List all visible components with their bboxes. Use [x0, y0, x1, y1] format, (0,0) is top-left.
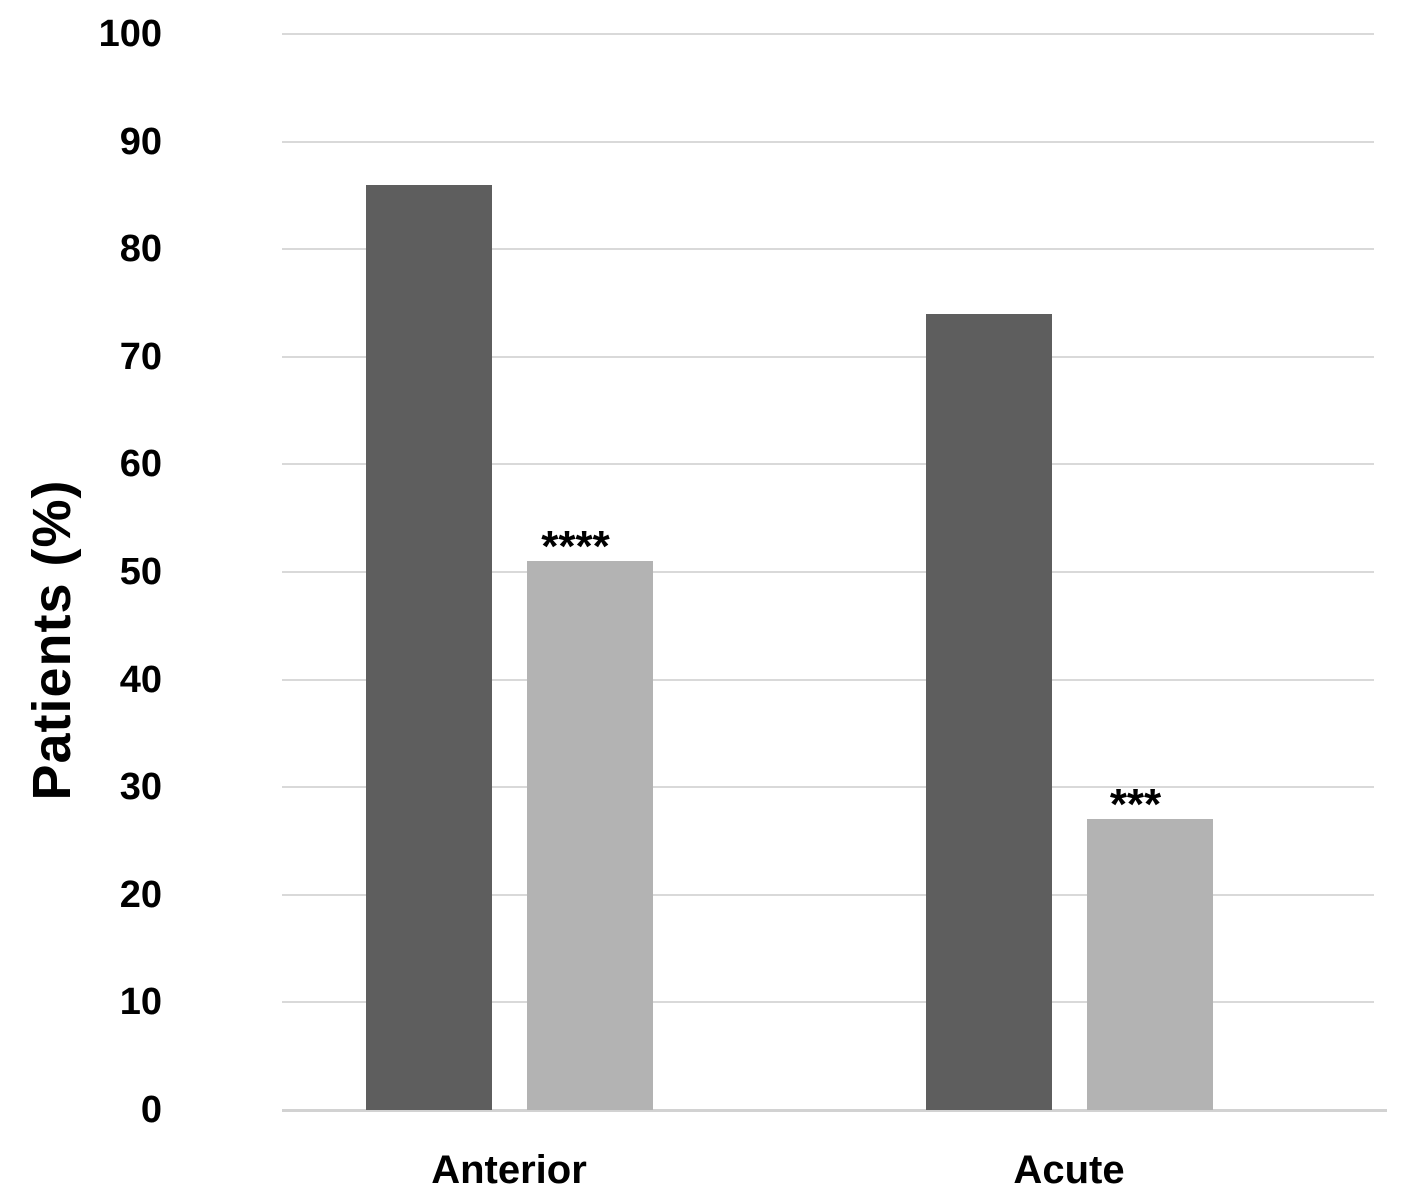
y-tick-label-60: 60 [119, 443, 162, 486]
gridline-90 [282, 140, 1374, 143]
bar-anterior-light-gray-series [526, 561, 653, 1110]
plot-area: **** *** [282, 0, 1387, 1112]
y-tick-label-100: 100 [98, 13, 162, 55]
bar-acute-light-gray-series [1086, 819, 1213, 1110]
gridline-70 [282, 355, 1374, 358]
y-tick-label-20: 20 [119, 873, 162, 916]
x-category-label-anterior: Anterior [431, 1148, 587, 1192]
y-tick-label-50: 50 [119, 551, 162, 593]
significance-annotation-acute: *** [1109, 780, 1162, 830]
bar-acute-dark-gray-series [925, 313, 1052, 1110]
y-axis-title: Patients (%) [22, 479, 82, 801]
gridline-50 [282, 571, 1374, 573]
gridline-60 [282, 463, 1374, 466]
x-category-label-acute: Acute [1013, 1148, 1125, 1192]
y-tick-label-30: 30 [119, 766, 162, 809]
y-tick-label-80: 80 [119, 228, 162, 271]
gridline-40 [282, 678, 1374, 681]
y-tick-label-40: 40 [119, 658, 162, 701]
gridline-30 [282, 786, 1374, 789]
y-tick-label-70: 70 [119, 335, 162, 378]
x-axis-line [282, 1109, 1387, 1112]
y-tick-label-0: 0 [140, 1089, 162, 1131]
gridline-80 [282, 248, 1374, 251]
y-tick-label-10: 10 [119, 981, 162, 1024]
gridline-20 [282, 893, 1374, 896]
y-tick-label-90: 90 [119, 120, 162, 163]
gridline-100 [282, 33, 1374, 35]
significance-annotation-anterior: **** [541, 522, 610, 572]
gridline-10 [282, 1001, 1374, 1004]
bar-anterior-dark-gray-series [365, 184, 492, 1110]
